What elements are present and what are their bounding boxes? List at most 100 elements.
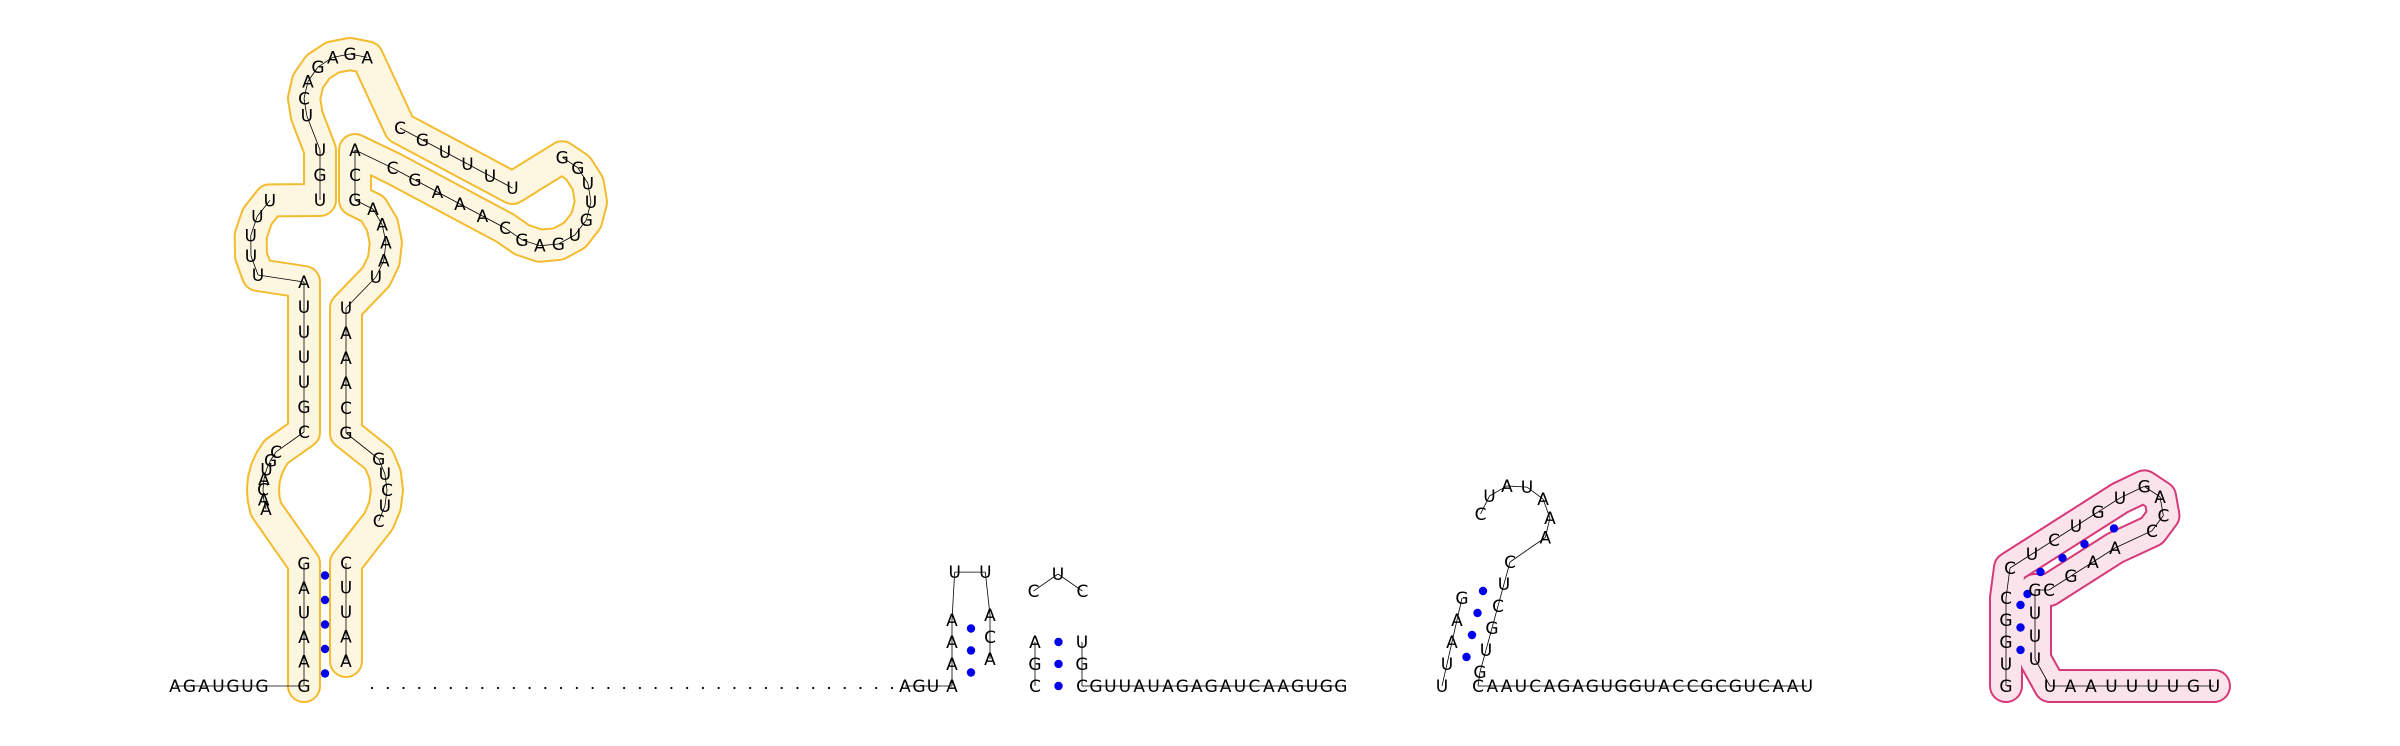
linker-dot [370,686,374,690]
nucleotide-u: U [948,563,960,583]
linker-dot [623,686,626,690]
backbone-link [1057,573,1083,592]
nucleotide-c: C [1076,582,1088,602]
backbone-link [1491,605,1499,629]
backbone-link [2070,561,2094,577]
nucleotide-g: G [416,131,429,151]
nucleotide-g: G [2138,477,2151,497]
backbone-link [372,208,383,225]
backbone-link [1497,583,1505,607]
nucleotide-u: U [1743,677,1755,697]
base-pair-dot [2080,539,2089,549]
nucleotide-u: U [2070,517,2082,537]
base-pair-dot [320,669,330,678]
nucleotide-a: A [534,237,546,257]
nucleotide-g: G [372,450,385,470]
backbone-link [317,57,333,68]
nucleotide-c: C [2048,531,2060,551]
base-pair-dot [966,646,976,655]
nucleotide-c: C [1687,677,1699,697]
nucleotide-g: G [1700,677,1713,697]
nucleotide-u: U [251,207,263,227]
backbone-link [2143,486,2161,498]
base-pair-dot [2016,623,2025,632]
nucleotide-g: G [264,451,277,471]
nucleotide-a: A [477,207,489,227]
backbone-link [1033,573,1059,592]
linker-dot [512,686,515,690]
nucleotide-a: A [367,200,379,220]
backbone-link [2092,547,2116,563]
backbone-link [266,460,271,470]
nucleotide-u: U [298,323,310,343]
backbone-link [378,458,386,475]
nucleotide-c: C [1492,597,1504,617]
linker-dot [575,686,578,690]
backbone-link [383,242,387,261]
backbone-link [422,139,446,153]
linker-dot [433,686,437,690]
nucleotide-a: A [298,579,310,599]
backbone-link [2034,658,2051,687]
nucleotide-a: A [260,500,272,520]
nucleotide-g: G [313,166,326,186]
nucleotide-g: G [226,677,239,697]
nucleotide-g: G [1028,655,1041,675]
linker-dot [449,686,452,690]
base-pair-dot [1473,608,1482,618]
nucleotide-u: U [241,677,253,697]
linker-dot [701,686,705,690]
base-pair-dot [2023,589,2032,599]
nucleotide-a: A [1277,677,1289,697]
nucleotide-u: U [264,191,276,211]
nucleotide-c: C [387,159,399,179]
backbone-link [384,473,388,491]
nucleotide-g: G [343,45,356,65]
backbone-link [262,479,265,490]
linker-dot [764,686,768,690]
nucleotide-c: C [340,554,352,574]
backbone-link [303,98,308,116]
nucleotide-u: U [1498,575,1510,595]
linker-dot [559,686,563,690]
backbone-link [504,227,523,241]
nucleotide-g: G [311,58,324,78]
nucleotide-u: U [2026,545,2038,565]
nucleotide-u: U [1436,677,1448,697]
backbone-link [303,81,309,99]
backbone-link [2005,567,2011,599]
nucleotide-u: U [252,266,264,286]
nucleotide-u: U [585,193,597,213]
nucleotide-a: A [1544,509,1556,529]
base-pair-dot [320,595,330,605]
nucleotide-u: U [340,299,352,319]
nucleotide-c: C [257,480,269,500]
nucleotide-u: U [461,155,473,175]
base-pair-dot [320,644,330,654]
backbone-link [349,53,368,58]
nucleotide-g: G [408,171,421,191]
base-pair-dot [966,668,976,677]
nucleotide-a: A [946,655,958,675]
linker-dot [859,686,862,690]
nucleotide-a: A [1446,633,1458,653]
nucleotide-a: A [340,374,352,394]
base-pair-dot [1462,652,1471,662]
nucleotide-a: A [1501,477,1513,497]
nucleotide-g: G [1320,677,1333,697]
backbone-link [558,234,576,245]
nucleotide-a: A [984,650,996,670]
nucleotide-g: G [552,235,565,255]
nucleotide-u: U [212,677,224,697]
backbone-link [1451,619,1458,643]
nucleotide-u: U [582,175,594,195]
backbone-link [562,157,579,169]
nucleotide-c: C [270,443,282,463]
base-pair-dot [2016,645,2025,655]
backbone-link [345,276,377,309]
backbone-link [250,216,258,236]
nucleotide-a: A [340,652,352,672]
backbone-link [1479,649,1487,673]
nucleotide-g: G [1586,677,1599,697]
